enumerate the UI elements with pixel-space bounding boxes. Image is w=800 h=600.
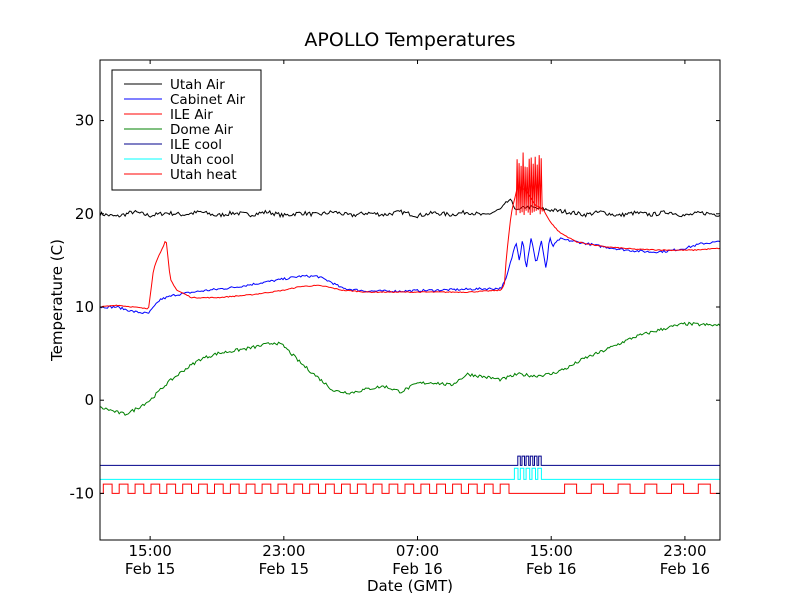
x-tick-time: 07:00 [396, 542, 439, 560]
legend-label-ile-cool: ILE cool [170, 137, 222, 153]
series-line-utah-air [99, 198, 721, 219]
series-line-ile-air [99, 185, 721, 310]
y-tick-label: 0 [84, 391, 94, 409]
x-tick-time: 23:00 [262, 542, 305, 560]
chart-title: APOLLO Temperatures [304, 29, 515, 51]
y-tick-label: 30 [75, 112, 94, 130]
x-tick-date: Feb 16 [392, 560, 442, 578]
y-tick-label: -10 [70, 484, 95, 502]
y-axis-label: Temperature (C) [48, 239, 66, 362]
legend-label-dome-air: Dome Air [170, 122, 233, 138]
x-tick-date: Feb 15 [259, 560, 309, 578]
x-tick-date: Feb 16 [526, 560, 576, 578]
legend-frame [111, 69, 262, 191]
x-tick-time: 23:00 [663, 542, 706, 560]
series-line-ile-air-burst [515, 152, 543, 216]
series-line-ile-cool [100, 455, 720, 466]
legend-label-cabinet-air: Cabinet Air [170, 92, 245, 108]
plot-frame [99, 59, 721, 541]
series-line-utah-heat [100, 483, 720, 494]
series-line-cabinet-air [99, 236, 721, 314]
y-tick-label: 10 [75, 298, 94, 316]
series-line-utah-cool [100, 467, 720, 480]
series-layer [99, 152, 721, 494]
x-axis-label: Date (GMT) [367, 577, 453, 595]
x-tick-date: Feb 16 [660, 560, 710, 578]
legend-label-utah-heat: Utah heat [170, 167, 237, 183]
legend-label-utah-air: Utah Air [170, 77, 225, 93]
legend-label-utah-cool: Utah cool [170, 152, 234, 168]
y-axis: -10 0 10 20 30 [70, 112, 720, 502]
y-tick-label: 20 [75, 205, 94, 223]
series-line-dome-air [99, 321, 721, 416]
x-tick-time: 15:00 [129, 542, 172, 560]
legend-label-ile-air: ILE Air [170, 107, 213, 123]
x-tick-date: Feb 15 [125, 560, 175, 578]
x-tick-time: 15:00 [530, 542, 573, 560]
